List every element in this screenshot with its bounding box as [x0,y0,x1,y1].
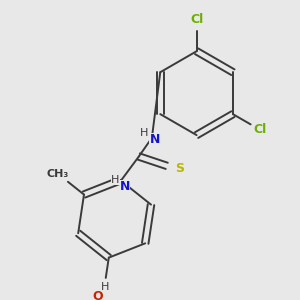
Text: N: N [149,133,160,146]
Text: N: N [120,180,130,193]
Text: H: H [140,128,148,138]
Text: O: O [92,290,103,300]
Text: S: S [175,162,184,175]
Text: H: H [111,175,120,185]
Text: Cl: Cl [190,13,203,26]
Text: CH₃: CH₃ [46,169,69,179]
Text: H: H [100,282,109,292]
Text: Cl: Cl [254,124,267,136]
